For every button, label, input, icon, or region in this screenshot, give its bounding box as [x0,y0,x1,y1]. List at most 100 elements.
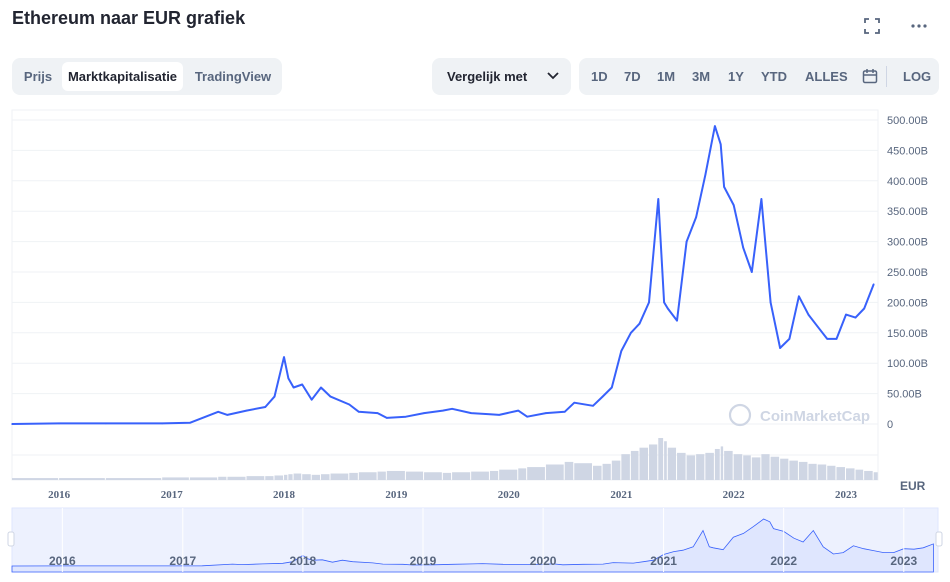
data-point [872,283,875,285]
data-point [573,401,576,404]
navigator-tick-label: 2018 [290,554,317,568]
range-1m[interactable]: 1M [657,69,676,84]
data-point [226,414,229,416]
data-point [807,313,810,316]
volume-bar [649,444,658,480]
navigator-handle-left[interactable] [7,531,15,547]
data-point [685,240,688,243]
tab-prijs[interactable]: Prijs [23,69,53,84]
data-point [301,383,304,386]
y-tick-label: 350.00B [887,206,928,218]
data-point [348,403,351,406]
data-point [376,412,379,414]
data-point [526,415,528,418]
chart-title: Ethereum naar EUR grafiek [12,8,246,28]
data-point [714,125,716,127]
volume-bar [817,464,827,480]
y-tick-label: 400.00B [887,176,928,188]
data-point [779,347,781,349]
x-tick-label: 2023 [835,489,858,501]
calendar-icon[interactable] [862,68,878,84]
data-point [798,295,800,298]
data-point [723,186,725,188]
volume-bar [667,447,677,480]
volume-bar [59,478,105,480]
y-tick-label: 50.00B [887,389,922,401]
series-line [11,125,875,425]
data-point [816,325,819,328]
volume-bar [855,469,864,480]
navigator-tick-label: 2022 [770,554,797,568]
range-divider [886,66,887,87]
navigator-tick-label: 2023 [890,554,917,568]
data-point [292,386,295,389]
data-point [105,422,107,425]
volume-bar [293,473,302,480]
navigator-area [11,518,934,573]
range-selector: 1D 7D 1M 3M 1Y YTD ALLES LOG [579,58,939,95]
data-point [405,415,407,418]
y-tick-label: 100.00B [887,358,928,370]
volume-bar [105,478,162,480]
volume-bar [442,472,452,480]
range-7d[interactable]: 7D [624,69,641,84]
y-tick-label: 200.00B [887,297,928,309]
range-alles[interactable]: ALLES [805,69,848,84]
compare-dropdown[interactable]: Vergelijk met [432,58,571,95]
data-point [161,422,163,425]
x-tick-label: 2019 [385,489,408,501]
navigator-tick-label: 2016 [49,554,76,568]
data-point [386,417,388,419]
volume-bar [489,470,499,480]
volume-bar [358,472,377,480]
volume-bar [630,450,639,480]
data-point [287,377,290,380]
volume-bar [574,463,593,480]
volume-bar [639,447,649,480]
data-point [788,338,791,340]
data-point [283,356,285,358]
y-tick-label: 0 [887,419,893,431]
range-1y[interactable]: 1Y [728,69,744,84]
volume-bar [518,468,527,480]
volume-bar [386,470,405,480]
range-3m[interactable]: 3M [692,69,711,84]
volume-bar [873,472,878,480]
more-icon[interactable] [909,16,929,36]
data-point [826,338,829,340]
x-tick-label: 2021 [610,489,632,501]
volume-bar [780,458,789,480]
log-toggle[interactable]: LOG [903,69,932,84]
volume-bar [349,472,358,480]
data-point [732,204,735,206]
navigator-handle-right[interactable] [935,531,943,547]
volume-bar [798,461,808,480]
data-point [442,409,444,412]
data-point [58,422,60,425]
x-tick-label: 2016 [48,489,71,501]
volume-bar [720,446,724,480]
data-point [648,301,650,304]
volume-bar [789,460,798,480]
volume-bar [499,469,518,480]
data-point [835,338,838,340]
volume-bar [836,467,845,480]
tab-marktkapitalisatie[interactable]: Marktkapitalisatie [62,62,183,91]
range-ytd[interactable]: YTD [761,69,787,84]
volume-bar [808,463,817,480]
data-point [310,398,313,401]
data-point [320,386,322,389]
data-point [489,413,491,416]
y-unit-label: EUR [900,479,926,493]
volume-bar [405,471,424,480]
range-1d[interactable]: 1D [591,69,608,84]
tab-tradingview[interactable]: TradingView [194,69,272,84]
navigator-tick-label: 2017 [169,554,196,568]
data-point [592,404,594,407]
fullscreen-icon[interactable] [862,16,882,36]
volume-bar [611,460,621,480]
volume-bar [284,474,288,480]
y-tick-label: 500.00B [887,115,928,127]
data-point [498,414,500,416]
volume-bar [452,472,471,480]
